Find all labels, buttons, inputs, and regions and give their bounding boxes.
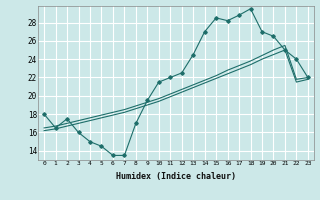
X-axis label: Humidex (Indice chaleur): Humidex (Indice chaleur) [116,172,236,181]
